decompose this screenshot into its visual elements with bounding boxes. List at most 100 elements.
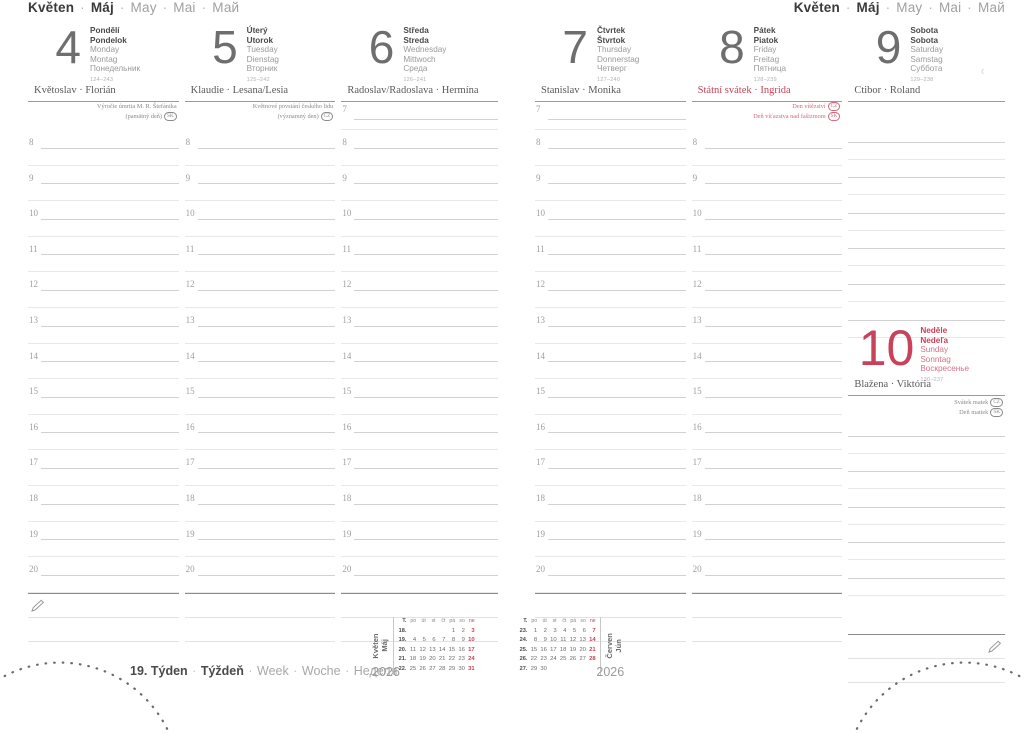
time-slot-18[interactable]: 18 <box>691 486 843 522</box>
time-slot-17[interactable]: 17 <box>341 450 498 486</box>
time-slot-9[interactable]: 9 <box>184 166 336 202</box>
time-slot-18[interactable]: 18 <box>341 486 498 522</box>
mini-day-17[interactable]: 17 <box>550 646 557 653</box>
day-column-4[interactable]: 4 Pondělí Pondelok Monday Montag Понедел… <box>28 22 185 663</box>
time-slot-10[interactable]: 10 <box>691 201 843 237</box>
time-slot-blank[interactable] <box>848 560 1005 596</box>
mini-calendar-table[interactable]: T. po út st čt pá so ne 18. 1 2 3 19. 4 5 6 7 8 9 10 20. 11 12… <box>397 617 476 675</box>
mini-day-11[interactable]: 11 <box>410 646 417 653</box>
mini-day-15[interactable]: 15 <box>530 646 538 653</box>
time-slot-blank[interactable] <box>848 231 1005 267</box>
mini-day-23[interactable]: 23 <box>458 656 465 663</box>
mini-day-18[interactable]: 18 <box>559 646 567 653</box>
mini-day-8[interactable]: 8 <box>533 637 538 644</box>
mini-calendar-table[interactable]: T. po út st čt pá so ne 23. 1 2 3 4 5 6 7 24. 8 9 10 11 12 13 1… <box>518 617 597 675</box>
mini-day-22[interactable]: 22 <box>448 656 456 663</box>
time-slot-13[interactable]: 13 <box>535 308 686 344</box>
time-slot-14[interactable]: 14 <box>184 344 336 380</box>
time-slot-16[interactable]: 16 <box>535 415 686 451</box>
time-slot-13[interactable]: 13 <box>28 308 179 344</box>
day-column-8[interactable]: 8 Pátek Piatok Friday Freitag Пятница 12… <box>691 22 849 663</box>
mini-day-2[interactable]: 2 <box>543 627 547 634</box>
time-slot-20[interactable]: 20 <box>28 557 179 593</box>
mini-day-23[interactable]: 23 <box>540 656 547 663</box>
time-slot-15[interactable]: 15 <box>535 379 686 415</box>
time-slot-19[interactable]: 19 <box>341 522 498 558</box>
mini-day-7[interactable]: 7 <box>442 637 446 644</box>
notes-area[interactable] <box>184 592 336 663</box>
saturday-blank-grid[interactable] <box>848 102 1005 338</box>
time-slot-16[interactable]: 16 <box>28 415 179 451</box>
mini-day-4[interactable]: 4 <box>412 637 417 644</box>
time-slot-15[interactable]: 15 <box>184 379 336 415</box>
mini-day-19[interactable]: 19 <box>419 656 426 663</box>
time-slot-13[interactable]: 13 <box>691 308 843 344</box>
time-slot-10[interactable]: 10 <box>28 201 179 237</box>
mini-day-27[interactable]: 27 <box>579 656 586 663</box>
mini-calendar-may[interactable]: Květen Máj T. po út st čt pá so ne 18. 1 2 3 19. 4 5 6 7… <box>370 617 476 679</box>
time-slot-19[interactable]: 19 <box>184 522 336 558</box>
time-slot-8[interactable]: 8 <box>28 130 179 166</box>
time-slot-11[interactable]: 11 <box>28 237 179 273</box>
mini-day-27[interactable]: 27 <box>429 665 436 672</box>
mini-day-31[interactable]: 31 <box>468 665 475 672</box>
time-slot-blank[interactable] <box>848 418 1005 454</box>
day-column-9-10[interactable]: 9 Sobota Sobota Saturday Samstag Суббота… <box>848 22 1005 683</box>
time-slot-blank[interactable] <box>848 195 1005 231</box>
mini-day-10[interactable]: 10 <box>468 637 475 644</box>
time-slot-17[interactable]: 17 <box>184 450 336 486</box>
time-slot-11[interactable]: 11 <box>535 237 686 273</box>
day-column-5[interactable]: 5 Úterý Utorok Tuesday Dienstag Вторник … <box>184 22 342 663</box>
mini-day-16[interactable]: 16 <box>458 646 465 653</box>
time-slot-14[interactable]: 14 <box>341 344 498 380</box>
notes-area[interactable] <box>691 592 843 663</box>
mini-day-30[interactable]: 30 <box>458 665 465 672</box>
time-slot-19[interactable]: 19 <box>28 522 179 558</box>
time-slot-19[interactable]: 19 <box>691 522 843 558</box>
time-slot-9[interactable]: 9 <box>535 166 686 202</box>
time-slot-11[interactable]: 11 <box>691 237 843 273</box>
mini-day-26[interactable]: 26 <box>569 656 577 663</box>
mini-day-24[interactable]: 24 <box>550 656 557 663</box>
time-slot-10[interactable]: 10 <box>341 201 498 237</box>
day-column-6[interactable]: 6 Středa Streda Wednesday Mittwoch Среда… <box>341 22 498 663</box>
mini-day-3[interactable]: 3 <box>471 627 475 634</box>
mini-day-24[interactable]: 24 <box>468 656 475 663</box>
mini-day-1[interactable]: 1 <box>533 627 538 634</box>
notes-area[interactable] <box>341 592 498 663</box>
time-slot-20[interactable]: 20 <box>341 557 498 593</box>
mini-day-12[interactable]: 12 <box>569 637 577 644</box>
mini-day-5[interactable]: 5 <box>422 637 426 644</box>
mini-day-9[interactable]: 9 <box>543 637 547 644</box>
time-slot-blank[interactable] <box>848 124 1005 160</box>
mini-day-14[interactable]: 14 <box>589 637 596 644</box>
time-slot-18[interactable]: 18 <box>184 486 336 522</box>
time-slot-9[interactable]: 9 <box>28 166 179 202</box>
sunday-block[interactable]: 10 Neděle Nedeľa Sunday Sonntag Воскресе… <box>848 322 1005 596</box>
time-slot-7[interactable]: 7 <box>535 102 686 130</box>
mini-day-14[interactable]: 14 <box>438 646 446 653</box>
mini-day-3[interactable]: 3 <box>553 627 557 634</box>
time-grid[interactable]: 8 9 10 11 12 13 14 15 16 17 18 19 20 <box>28 124 179 593</box>
time-slot-17[interactable]: 17 <box>535 450 686 486</box>
mini-day-29[interactable]: 29 <box>448 665 456 672</box>
mini-day-12[interactable]: 12 <box>419 646 426 653</box>
time-slot-15[interactable]: 15 <box>28 379 179 415</box>
time-slot-9[interactable]: 9 <box>341 166 498 202</box>
time-grid[interactable]: 7 8 9 10 11 12 13 14 15 16 17 18 19 20 <box>535 102 686 593</box>
time-slot-13[interactable]: 13 <box>341 308 498 344</box>
sunday-blank-grid[interactable] <box>848 418 1005 596</box>
mini-day-10[interactable]: 10 <box>550 637 557 644</box>
mini-day-20[interactable]: 20 <box>429 656 436 663</box>
time-slot-12[interactable]: 12 <box>184 272 336 308</box>
time-slot-blank[interactable] <box>848 266 1005 302</box>
mini-day-13[interactable]: 13 <box>429 646 436 653</box>
time-slot-20[interactable]: 20 <box>535 557 686 593</box>
time-slot-12[interactable]: 12 <box>691 272 843 308</box>
mini-day-13[interactable]: 13 <box>579 637 586 644</box>
mini-day-6[interactable]: 6 <box>582 627 586 634</box>
mini-day-1[interactable]: 1 <box>451 627 456 634</box>
time-slot-8[interactable]: 8 <box>535 130 686 166</box>
time-grid[interactable]: 8 9 10 11 12 13 14 15 16 17 18 19 20 <box>184 124 336 593</box>
time-grid[interactable]: 8 9 10 11 12 13 14 15 16 17 18 19 20 <box>691 124 843 593</box>
